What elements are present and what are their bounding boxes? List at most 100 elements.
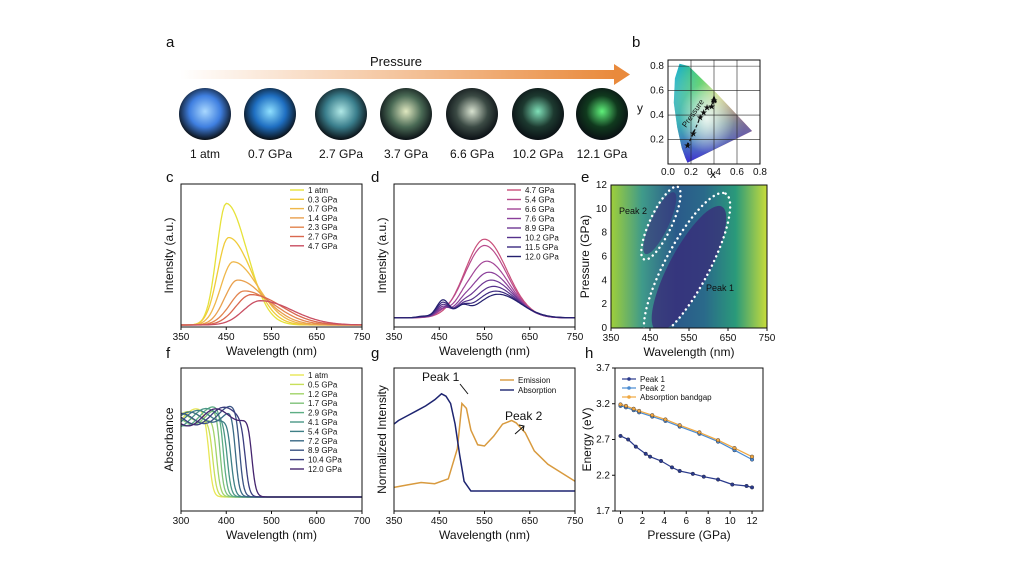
g-xtick-label: 550 xyxy=(476,516,493,527)
d-legend-label: 6.6 GPa xyxy=(525,205,555,214)
f-xtick-label: 300 xyxy=(173,516,190,527)
sample-label: 0.7 GPa xyxy=(248,147,292,161)
h-series-point xyxy=(750,454,755,459)
e-x-axis-label: Wavelength (nm) xyxy=(644,345,735,359)
cie-ytick-label: 0.8 xyxy=(650,61,664,72)
h-legend-label: Peak 1 xyxy=(640,375,665,384)
g-annotation-peak2-arrow xyxy=(514,424,525,435)
f-legend-label: 1 atm xyxy=(308,371,328,380)
h-series-point xyxy=(744,483,749,488)
d-xtick-label: 650 xyxy=(521,332,538,343)
sample-label: 6.6 GPa xyxy=(450,147,494,161)
g-xtick-label: 750 xyxy=(567,516,584,527)
e-ytick-label: 4 xyxy=(601,275,607,286)
h-series-point xyxy=(637,408,642,413)
panel-letter-g: g xyxy=(371,345,379,362)
f-legend-label: 0.5 GPa xyxy=(308,380,338,389)
e-ytick-label: 0 xyxy=(601,323,607,334)
pressure-arrow xyxy=(180,64,630,85)
c-legend-label: 1 atm xyxy=(308,186,328,195)
e-ytick-label: 10 xyxy=(596,204,608,215)
e-xtick-label: 350 xyxy=(603,333,620,344)
h-series-point xyxy=(701,474,706,479)
d-series-line xyxy=(394,293,575,319)
h-xtick-label: 4 xyxy=(662,516,668,527)
c-legend-label: 0.7 GPa xyxy=(308,205,338,214)
f-legend-label: 7.2 GPa xyxy=(308,437,338,446)
h-y-axis-label: Energy (eV) xyxy=(580,407,594,471)
f-y-axis-label: Absorbance xyxy=(162,407,176,471)
panel-letter-f: f xyxy=(166,345,171,362)
panel-letter-c: c xyxy=(166,169,174,186)
g-annotation-peak1: Peak 1 xyxy=(422,370,460,384)
e-heatmap-field xyxy=(611,185,767,328)
d-x-axis-label: Wavelength (nm) xyxy=(439,344,530,358)
d-xtick-label: 350 xyxy=(386,332,403,343)
cie-xtick-label: 0.0 xyxy=(661,167,675,178)
chart-h: 0 2 4 6 8 10 12 1.7 2.2 2.7 3.2 3.7 Pressure (GPa) En… xyxy=(580,363,764,542)
sample-disc xyxy=(315,88,367,140)
cie-xtick-label: 0.6 xyxy=(730,167,744,178)
cie-xtick-label: 0.2 xyxy=(684,167,698,178)
f-xtick-label: 600 xyxy=(308,516,325,527)
e-xtick-label: 650 xyxy=(720,333,737,344)
f-xtick-label: 500 xyxy=(263,516,280,527)
h-xtick-label: 6 xyxy=(683,516,689,527)
g-legend-label: Absorption xyxy=(518,386,556,395)
h-series-point xyxy=(730,482,735,487)
cie-ytick-label: 0.6 xyxy=(650,86,664,97)
panel-letter-h: h xyxy=(585,345,593,362)
d-series-line xyxy=(394,285,575,319)
sample-disc xyxy=(244,88,296,140)
cie-diagram: 0.0 0.2 0.4 0.6 0.80.20.40.60.8 ★★★★★★★ x y … xyxy=(637,59,767,181)
e-annotation-peak1: Peak 1 xyxy=(706,283,734,293)
cie-point: ★ xyxy=(700,108,708,118)
h-legend-marker xyxy=(627,395,631,399)
h-series-point xyxy=(633,444,638,449)
g-series-line xyxy=(393,392,575,492)
sample-label: 2.7 GPa xyxy=(319,147,363,161)
chart-e: Peak 2 Peak 1 350 450 550 650 750 0 2 4 6 8 10 12 Wave… xyxy=(578,180,776,359)
h-ytick-label: 1.7 xyxy=(596,506,610,517)
h-frame xyxy=(614,367,764,512)
chart-d: 350 450 550 650 750 Wavelength (nm) Intensity … xyxy=(375,183,584,358)
sample-label: 10.2 GPa xyxy=(513,147,564,161)
d-y-axis-label: Intensity (a.u.) xyxy=(375,217,389,293)
c-legend-label: 2.3 GPa xyxy=(308,223,338,232)
chart-g: Peak 1 Peak 2 350 450 550 650 750 Wavelength (n… xyxy=(375,367,584,542)
chart-c: 350 450 550 650 750 Wavelength (nm) Intensity … xyxy=(162,183,371,358)
h-series-point xyxy=(650,413,655,418)
g-xtick-label: 650 xyxy=(521,516,538,527)
d-xtick-label: 750 xyxy=(567,332,584,343)
h-legend-marker xyxy=(627,377,631,381)
e-ytick-label: 12 xyxy=(596,180,608,191)
h-series-point xyxy=(618,402,623,407)
sample-disc xyxy=(179,88,231,140)
cie-point: ★ xyxy=(696,113,704,123)
f-legend-label: 2.9 GPa xyxy=(308,409,338,418)
c-legend-label: 4.7 GPa xyxy=(308,242,338,251)
c-xtick-label: 550 xyxy=(263,332,280,343)
d-series-line xyxy=(394,290,575,319)
e-y-axis-label: Pressure (GPa) xyxy=(578,215,592,298)
e-ytick-label: 2 xyxy=(601,299,607,310)
c-xtick-label: 650 xyxy=(308,332,325,343)
h-legend-label: Absorption bandgap xyxy=(640,393,712,402)
h-series-point xyxy=(697,430,702,435)
e-xtick-label: 750 xyxy=(759,333,776,344)
h-ytick-label: 2.2 xyxy=(596,470,610,481)
panel-letter-e: e xyxy=(581,169,589,186)
sample-photos: 1 atm 0.7 GPa 2.7 GPa 3.7 GPa 6.6 GPa 10.2 GP… xyxy=(179,88,628,161)
c-xtick-label: 350 xyxy=(173,332,190,343)
g-y-axis-label: Normalized Intensity xyxy=(375,385,389,494)
e-ytick-label: 8 xyxy=(601,228,607,239)
g-legend-label: Emission xyxy=(518,376,550,385)
c-legend-label: 0.3 GPa xyxy=(308,195,338,204)
h-xtick-label: 10 xyxy=(725,516,737,527)
sample-disc xyxy=(576,88,628,140)
c-xtick-label: 750 xyxy=(354,332,371,343)
panel-letter-b: b xyxy=(632,34,640,51)
f-x-axis-label: Wavelength (nm) xyxy=(226,528,317,542)
f-legend-label: 1.2 GPa xyxy=(308,390,338,399)
sample-label: 3.7 GPa xyxy=(384,147,428,161)
